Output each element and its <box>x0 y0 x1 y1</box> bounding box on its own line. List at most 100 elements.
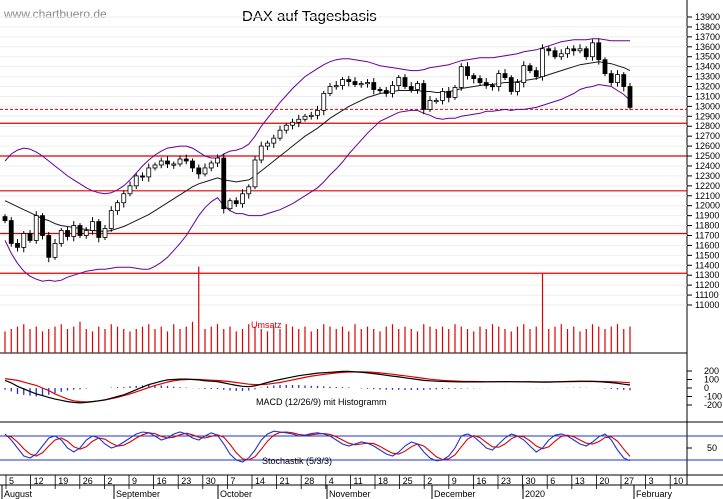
day-tick-label: 16 <box>476 476 486 486</box>
price-tick-label: 12100 <box>695 191 720 201</box>
day-tick-label: 7 <box>230 476 235 486</box>
price-tick-label: 13100 <box>695 91 720 101</box>
month-label: February <box>636 489 673 499</box>
candle-up <box>271 137 277 144</box>
candle-up <box>458 66 464 88</box>
candle-up <box>565 48 570 55</box>
candle-up <box>227 200 233 210</box>
candle-down <box>533 70 539 77</box>
day-tick-label: 13 <box>575 476 585 486</box>
candle-down <box>96 221 102 238</box>
price-tick-label: 12200 <box>695 181 720 191</box>
day-tick-label: 9 <box>452 476 457 486</box>
macd-tick-label: -200 <box>704 400 722 410</box>
day-tick-label: 2 <box>107 476 112 486</box>
candle-down <box>233 200 239 205</box>
candle-down <box>508 77 514 92</box>
day-tick-label: 23 <box>181 476 191 486</box>
price-tick-label: 11900 <box>695 211 719 221</box>
candle-up <box>102 228 108 238</box>
candle-down <box>190 160 195 169</box>
bollinger-upper-line <box>4 38 630 195</box>
stochastic-panel: 50 <box>0 430 723 463</box>
watermark: www.chartbuero.de <box>3 7 107 21</box>
candle-down <box>627 86 633 108</box>
candle-up <box>177 158 183 165</box>
day-tick-label: 20 <box>599 476 609 486</box>
stochastic-k-line <box>4 430 631 463</box>
candle-down <box>421 83 427 110</box>
price-tick-label: 11700 <box>695 230 719 240</box>
price-tick-label: 11800 <box>695 221 719 231</box>
price-tick-label: 13400 <box>695 62 720 72</box>
price-tick-label: 11300 <box>695 270 719 280</box>
price-tick-label: 13800 <box>695 22 720 32</box>
candle-down <box>490 85 495 88</box>
candle-down <box>608 73 614 83</box>
candle-down <box>77 225 83 236</box>
candle-up <box>108 210 114 229</box>
candle-up <box>290 121 295 126</box>
candle-up <box>327 86 333 94</box>
stochastic-d-line <box>4 431 631 461</box>
month-label: November <box>329 489 371 499</box>
volume-bars <box>4 266 631 353</box>
candle-up <box>121 193 127 204</box>
candle-up <box>340 79 345 86</box>
candle-down <box>408 86 414 90</box>
day-tick-label: 18 <box>378 476 388 486</box>
price-tick-label: 13900 <box>695 12 720 22</box>
candle-down <box>27 233 33 241</box>
candle-down <box>583 48 589 58</box>
candle-up <box>440 91 445 101</box>
candle-up <box>558 53 564 58</box>
candle-down <box>196 167 202 175</box>
candle-up <box>427 100 433 110</box>
price-tick-label: 11100 <box>695 290 719 300</box>
price-tick-label: 12900 <box>695 111 720 121</box>
candle-up <box>21 233 27 248</box>
candle-up <box>146 167 152 178</box>
candle-up <box>433 100 439 103</box>
candle-down <box>15 243 20 248</box>
price-tick-label: 13500 <box>695 52 720 62</box>
candle-up <box>396 77 402 86</box>
price-tick-label: 12700 <box>695 131 720 141</box>
price-tick-label: 11200 <box>695 280 719 290</box>
price-tick-label: 12800 <box>695 121 720 131</box>
candle-up <box>215 157 220 164</box>
candle-down <box>346 79 352 82</box>
candle-down <box>221 157 227 210</box>
price-tick-label: 13000 <box>695 101 720 111</box>
day-tick-label: 28 <box>304 476 314 486</box>
candle-down <box>596 42 602 61</box>
day-tick-label: 12 <box>34 476 44 486</box>
candle-down <box>527 65 533 72</box>
candle-up <box>283 124 289 131</box>
price-tick-label: 12400 <box>695 161 720 171</box>
candle-down <box>546 48 552 52</box>
price-tick-label: 11000 <box>695 300 719 310</box>
candle-down <box>483 82 489 86</box>
month-label: October <box>220 489 252 499</box>
candle-down <box>2 216 8 221</box>
price-axis-ticks: 1390013800137001360013500134001330013200… <box>687 12 720 310</box>
macd-tick-label: -100 <box>704 392 722 402</box>
candle-down <box>471 75 477 79</box>
candle-down <box>446 91 452 98</box>
candle-up <box>127 185 133 195</box>
day-tick-label: 10 <box>673 476 683 486</box>
day-tick-label: 19 <box>58 476 68 486</box>
candle-down <box>8 220 14 244</box>
candle-up <box>208 162 214 169</box>
candle-up <box>158 160 164 166</box>
candle-up <box>90 221 95 231</box>
candle-up <box>246 186 252 195</box>
day-tick-label: 5 <box>9 476 14 486</box>
candle-down <box>183 158 189 162</box>
time-axis: 5 12 19 26 2 9 16 23 30 7 14 21 28 4 11 18 25 2 9 16 23 30 6 13… <box>1 475 683 499</box>
candle-up <box>515 82 520 92</box>
